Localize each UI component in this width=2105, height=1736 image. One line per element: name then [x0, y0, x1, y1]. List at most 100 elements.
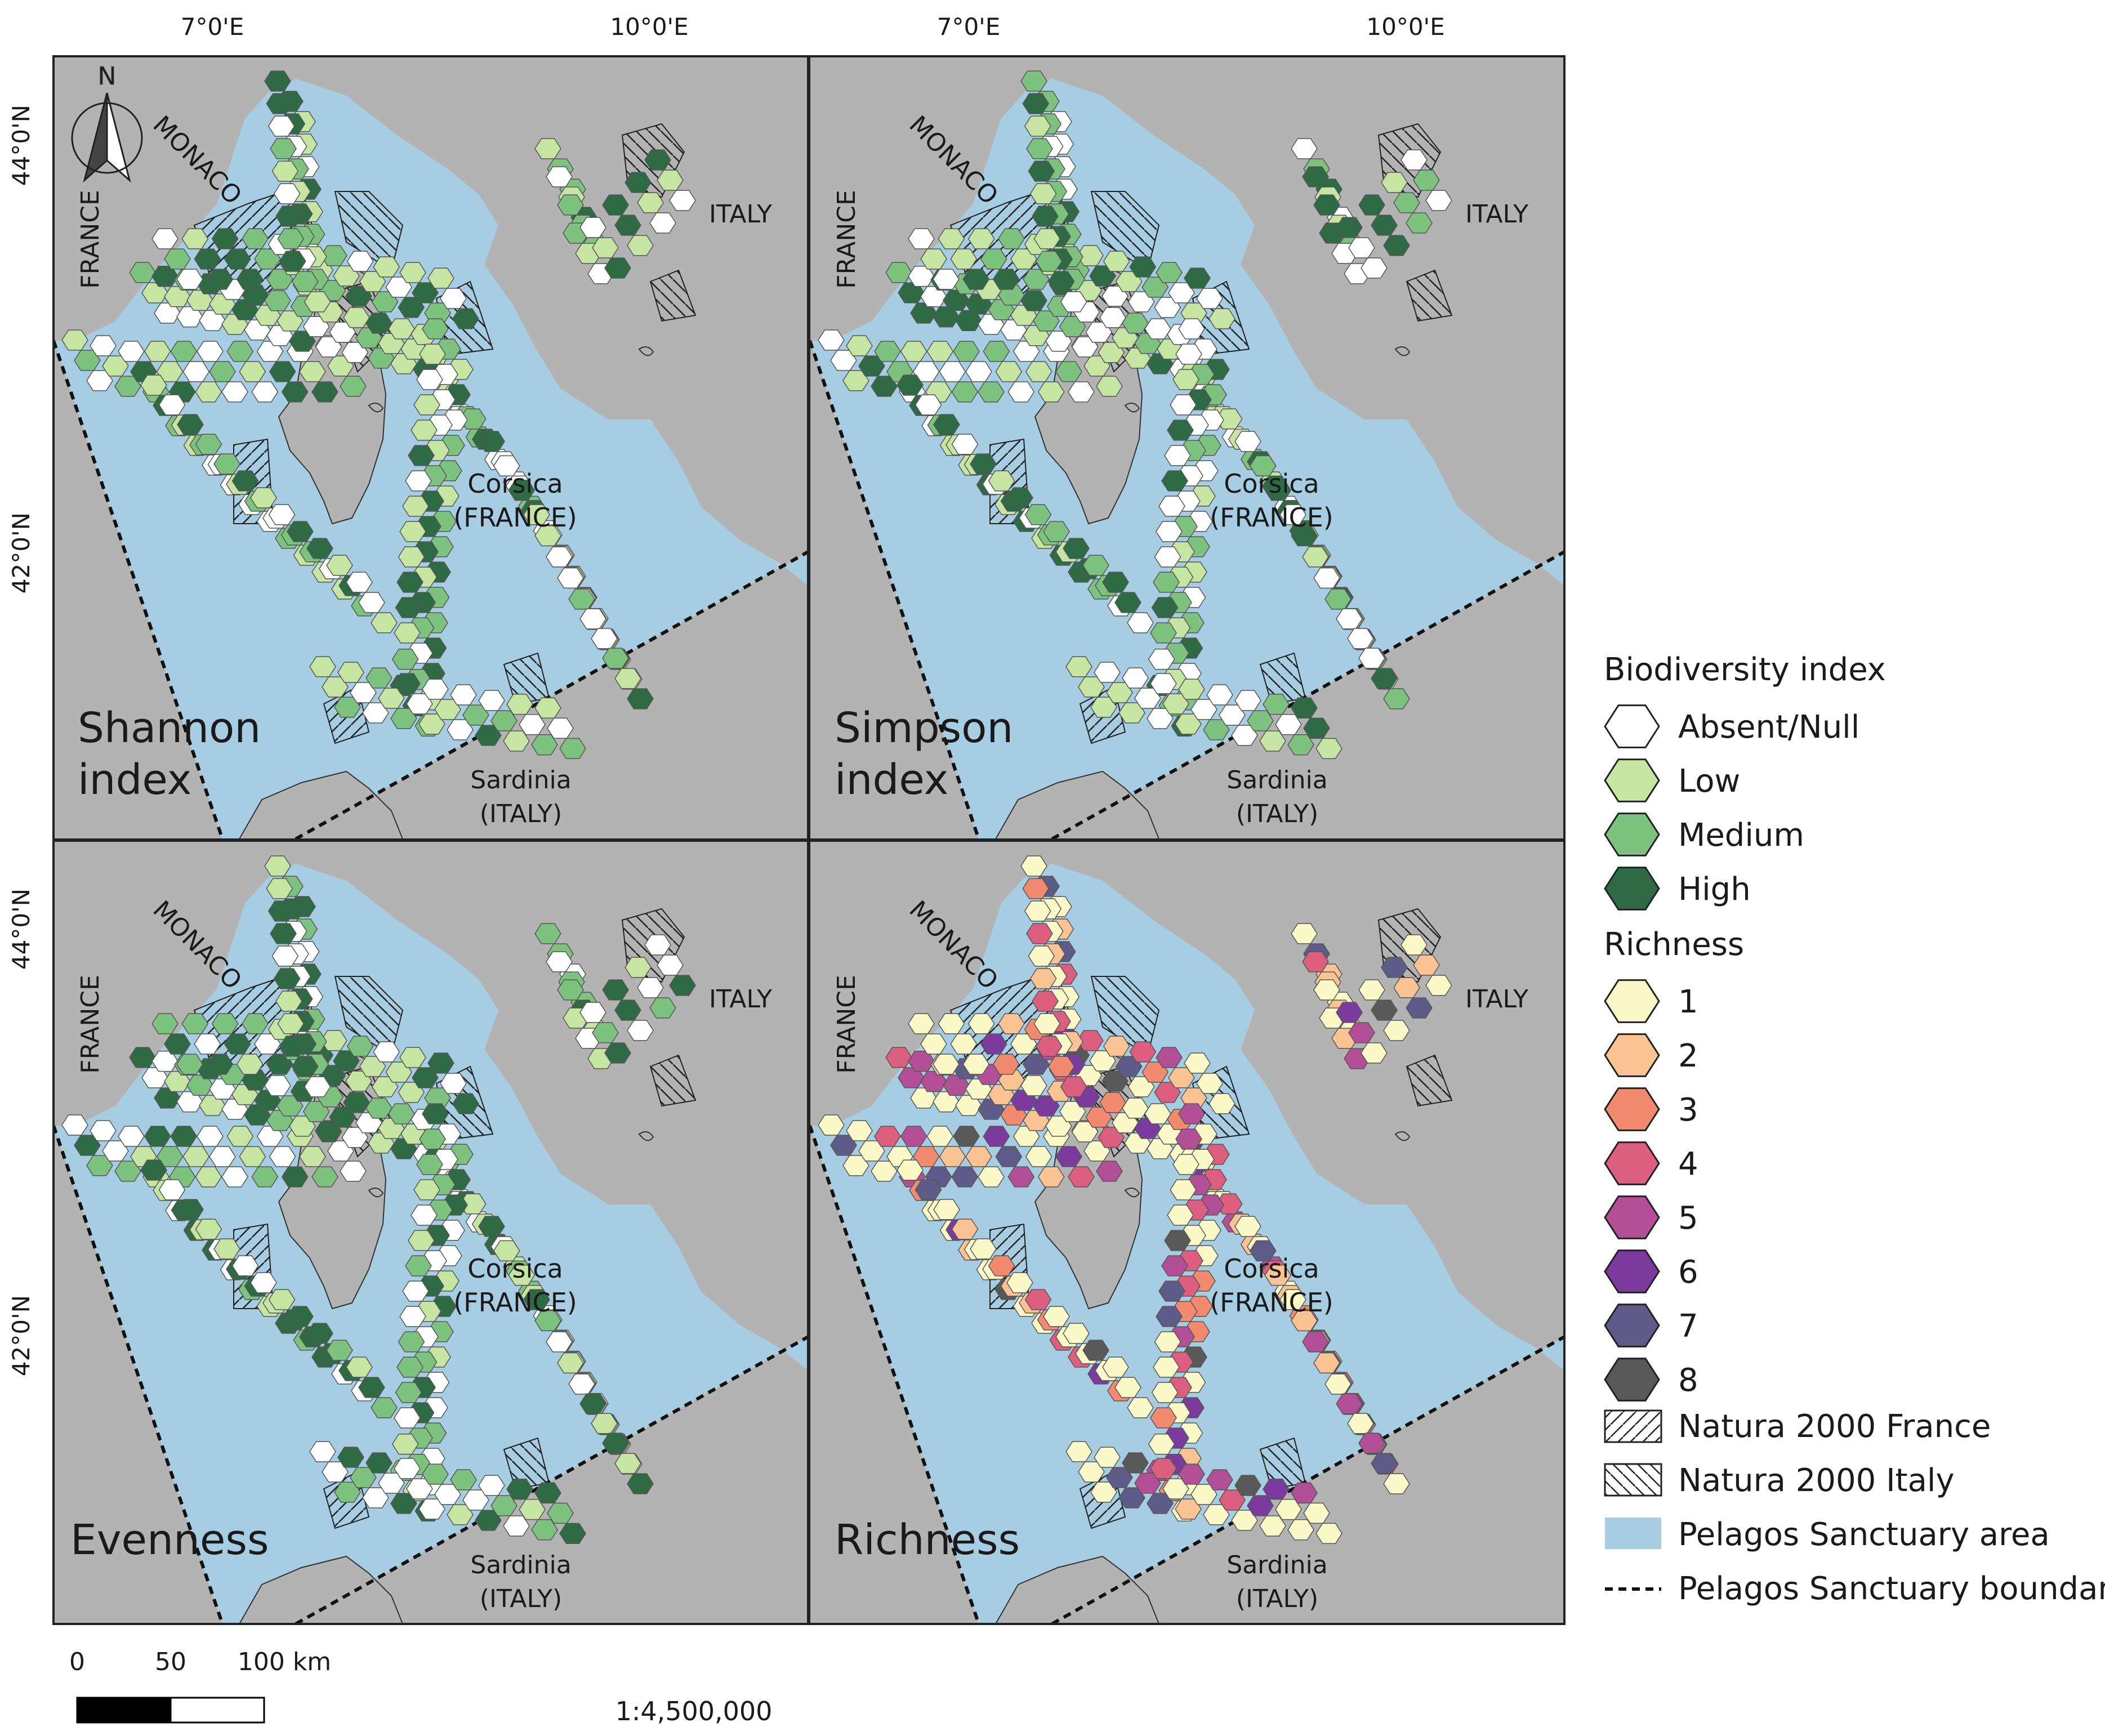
- hex-cell: [251, 1166, 279, 1188]
- legend-label-richness-2: 2: [1678, 1038, 1698, 1074]
- legend: Biodiversity index Absent/Null Low Medium H…: [1604, 651, 2105, 1607]
- panel-titles: Shannon index Simpson index Evenness Ric…: [70, 704, 1020, 1564]
- panel-subtitle-simpson: index: [835, 756, 948, 804]
- hex-cell: [340, 376, 367, 397]
- lon-tick-7e-right: 7°0'E: [937, 13, 1001, 41]
- lon-tick-10e: 10°0'E: [610, 13, 688, 41]
- legend-label-biodiversity-3: High: [1678, 871, 1751, 908]
- hex-cell: [452, 1093, 479, 1114]
- lat-tick-42n: 42°0'N: [7, 512, 35, 593]
- hex-cell: [1096, 376, 1123, 397]
- hex-cell: [1007, 1166, 1035, 1188]
- label-sardinia: Sardinia: [1227, 1551, 1327, 1579]
- label-corsica: Corsica: [1224, 468, 1319, 499]
- hex-cells-panel-2: [61, 855, 696, 1545]
- hex-cell: [978, 1166, 1005, 1188]
- hex-cell: [604, 1042, 631, 1064]
- hex-cell: [1127, 1397, 1154, 1418]
- hex-cell: [311, 1166, 338, 1188]
- hex-cell: [251, 381, 279, 403]
- legend-label-natura-france: Natura 2000 France: [1678, 1408, 1991, 1445]
- label-france: FRANCE: [832, 975, 861, 1074]
- panel-subtitle-shannon: index: [78, 756, 191, 804]
- hex-cell: [1406, 212, 1433, 234]
- legend-swatch-sanctuary-area: [1605, 1518, 1661, 1549]
- hex-cell: [1007, 381, 1035, 403]
- label-sardinia-country: (ITALY): [480, 800, 562, 828]
- legend-swatch-low: [1604, 758, 1660, 802]
- hex-cell: [176, 1054, 203, 1075]
- lat-tick-44n: 44°0'N: [7, 105, 35, 186]
- hex-cell: [311, 381, 338, 403]
- lat-tick-42n-bottom: 42°0'N: [7, 1295, 35, 1376]
- legend-label-richness-1: 1: [1678, 984, 1698, 1020]
- hex-cell: [951, 1166, 979, 1188]
- hex-cell: [1383, 1473, 1410, 1494]
- scale-tick-100: 100 km: [238, 1648, 331, 1676]
- scale-bar: 0 50 100 km 1:4,500,000: [69, 1648, 772, 1726]
- hex-cell: [371, 1397, 398, 1418]
- hex-cell: [649, 212, 676, 234]
- hex-cells-panel-1: [818, 70, 1452, 760]
- legend-label-richness-6: 6: [1678, 1254, 1698, 1291]
- hex-cell: [195, 1166, 222, 1188]
- legend-swatch-natura-france: [1604, 1409, 1662, 1443]
- north-letter: N: [98, 62, 117, 91]
- hex-cell: [1060, 291, 1087, 313]
- hex-cell: [1068, 1166, 1095, 1188]
- hex-cell: [933, 1054, 960, 1075]
- hex-cell: [304, 1076, 331, 1097]
- hex-cell: [1208, 1093, 1236, 1114]
- hex-cell: [1425, 975, 1452, 996]
- panel-title-simpson: Simpson: [835, 704, 1013, 752]
- legend-label-sanctuary-boundary: Pelagos Sanctuary boundary: [1678, 1570, 2105, 1607]
- hex-cell: [221, 381, 248, 403]
- label-italy: ITALY: [1465, 200, 1528, 229]
- legend-label-sanctuary-area: Pelagos Sanctuary area: [1678, 1516, 2050, 1553]
- hex-cell: [992, 1054, 1020, 1075]
- legend-swatch-richness-5: [1604, 1195, 1660, 1239]
- legend-label-biodiversity-2: Medium: [1678, 817, 1804, 854]
- panel-title-richness: Richness: [835, 1516, 1020, 1564]
- hex-cell: [1060, 1076, 1087, 1097]
- lon-tick-7e: 7°0'E: [181, 13, 244, 41]
- hex-cell: [195, 381, 222, 403]
- legend-label-richness-5: 5: [1678, 1200, 1698, 1237]
- legend-label-biodiversity-1: Low: [1678, 763, 1740, 800]
- hex-cell: [281, 381, 309, 403]
- hex-cell: [281, 1166, 309, 1188]
- hex-cell: [1037, 1166, 1065, 1188]
- panel-title-shannon: Shannon: [78, 704, 261, 752]
- legend-label-richness-8: 8: [1678, 1362, 1698, 1399]
- hex-cell: [1425, 190, 1452, 211]
- hex-cell: [962, 1054, 990, 1075]
- hex-cell: [627, 1473, 654, 1494]
- legend-biodiversity-title: Biodiversity index: [1604, 651, 1886, 688]
- label-sardinia-country: (ITALY): [1236, 800, 1318, 828]
- legend-swatch-richness-8: [1604, 1358, 1660, 1402]
- legend-label-richness-7: 7: [1678, 1308, 1698, 1345]
- label-sardinia: Sardinia: [470, 766, 571, 795]
- hex-cell: [933, 269, 960, 290]
- hex-cell: [1068, 381, 1095, 403]
- hex-cell: [340, 1161, 367, 1182]
- hex-cell: [1208, 308, 1236, 329]
- hex-cell: [992, 269, 1020, 290]
- legend-label-richness-3: 3: [1678, 1092, 1698, 1128]
- hex-cell: [1361, 257, 1388, 279]
- label-sardinia: Sardinia: [1227, 766, 1327, 795]
- legend-swatch-natura-italy: [1604, 1463, 1662, 1497]
- legend-swatch-absent-null: [1604, 704, 1660, 748]
- hex-cell: [951, 381, 979, 403]
- label-france: FRANCE: [76, 975, 105, 1074]
- hex-cell: [1383, 688, 1410, 709]
- legend-swatch-richness-4: [1604, 1141, 1660, 1185]
- legend-swatch-richness-1: [1604, 979, 1660, 1023]
- label-sardinia: Sardinia: [470, 1551, 571, 1579]
- lon-tick-10e-right: 10°0'E: [1366, 13, 1444, 41]
- label-corsica-country: (FRANCE): [453, 1287, 577, 1318]
- hex-cell: [1127, 612, 1154, 633]
- legend-label-biodiversity-0: Absent/Null: [1678, 709, 1859, 746]
- hex-cell: [559, 738, 586, 760]
